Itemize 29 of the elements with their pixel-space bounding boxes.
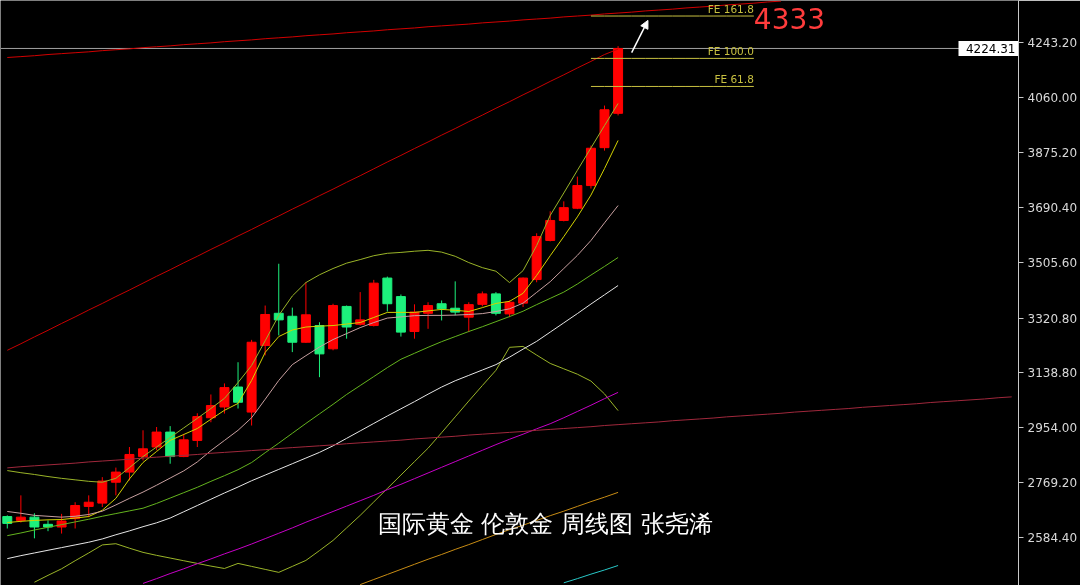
y-tick-label: 2584.40 <box>1027 531 1078 546</box>
y-tick-label: 3138.80 <box>1027 365 1078 380</box>
candlestick <box>151 426 162 451</box>
y-tick-label: 3320.80 <box>1027 311 1078 326</box>
y-tick-label: 2769.20 <box>1027 476 1078 491</box>
candlestick <box>97 476 108 508</box>
line-series <box>6 48 619 351</box>
candlestick <box>219 382 230 415</box>
candlestick <box>572 176 583 210</box>
candlestick <box>83 494 94 518</box>
y-tick-label: 4243.20 <box>1027 36 1078 51</box>
candlestick <box>436 299 447 321</box>
candlestick <box>409 303 420 340</box>
candlestick <box>29 512 40 539</box>
candlestick <box>273 263 284 336</box>
y-tick-label: 3875.20 <box>1027 146 1078 161</box>
annotation: 4333 <box>753 2 826 36</box>
y-tick-label: 2954.00 <box>1027 421 1078 436</box>
series-label: FE 161.8 <box>707 3 754 16</box>
y-tick-label: 3690.40 <box>1027 201 1078 216</box>
series-label: FE 61.8 <box>714 73 754 86</box>
candlestick <box>545 210 556 242</box>
ref-line-label: 4224.31 <box>965 41 1016 56</box>
y-tick-label: 3505.60 <box>1027 256 1078 271</box>
candlestick <box>233 361 244 410</box>
series-label: FE 100.0 <box>707 45 754 58</box>
candlestick <box>138 429 148 461</box>
line-series <box>563 565 619 584</box>
y-tick-label: 4060.00 <box>1027 91 1078 105</box>
